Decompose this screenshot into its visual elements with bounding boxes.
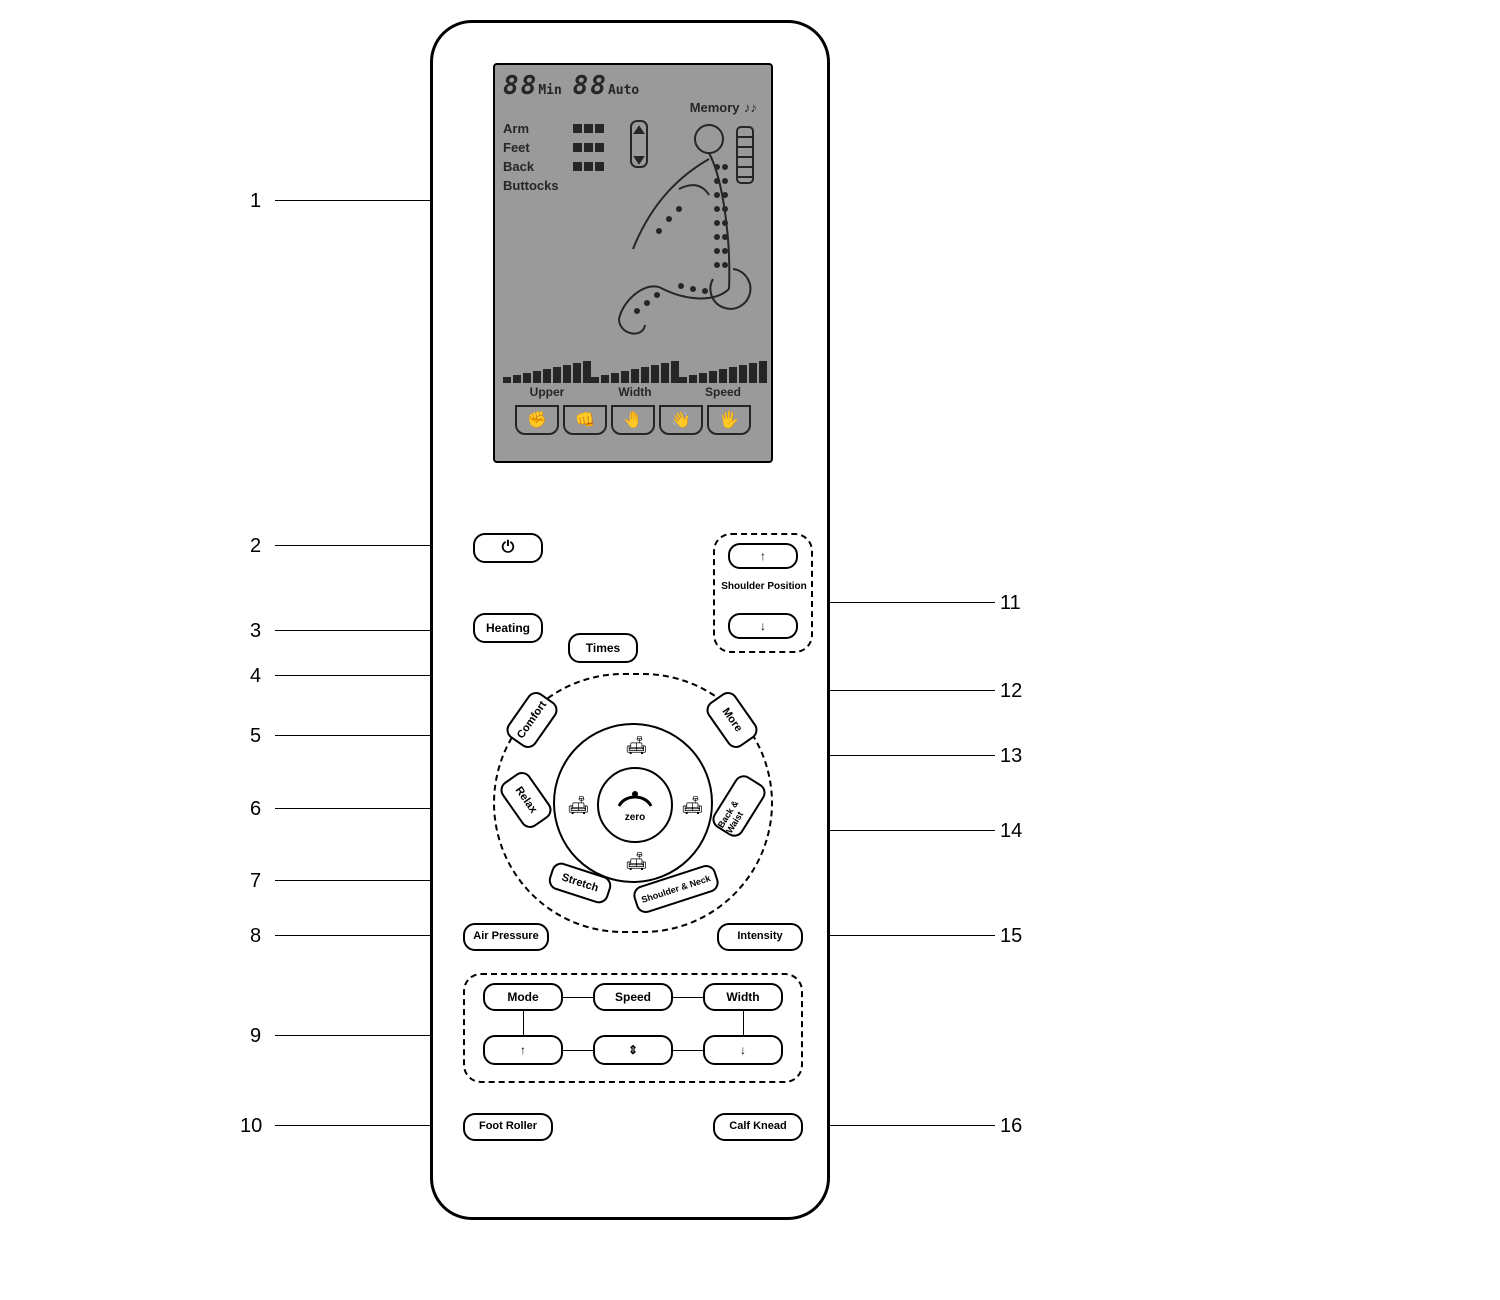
lcd-top-row: 88Min 88Auto	[503, 73, 763, 99]
manual-up-button[interactable]: ↑	[483, 1035, 563, 1065]
callout-13: 13	[1000, 745, 1022, 768]
lcd-bars-arm	[573, 124, 604, 133]
lcd-zone-buttocks: Buttocks	[503, 178, 567, 193]
callout-3: 3	[250, 620, 261, 643]
lcd-screen: 88Min 88Auto Memory ♪♪ Arm Feet Back But…	[493, 63, 773, 463]
heating-button[interactable]: Heating	[473, 613, 543, 643]
lcd-memory-row: Memory ♪♪	[503, 99, 763, 117]
callout-6: 6	[250, 798, 261, 821]
manual-roll-button[interactable]: ⇕	[593, 1035, 673, 1065]
shoulder-up-button[interactable]: ↑	[728, 543, 798, 569]
mode-speed-connector	[563, 997, 593, 998]
diagram-container: 1 2 3 4 5 6 7 8 9 10 11 12 13 14 15 16	[0, 0, 1500, 1300]
shiatsu-icon: 🤚	[611, 405, 655, 435]
remote-body: 88Min 88Auto Memory ♪♪ Arm Feet Back But…	[430, 20, 830, 1220]
width-vert-connector	[743, 1011, 744, 1035]
lcd-speed-label: Speed	[705, 385, 741, 399]
times-button[interactable]: Times	[568, 633, 638, 663]
up-roll-connector	[563, 1050, 593, 1051]
callout-2: 2	[250, 535, 261, 558]
lcd-width-label: Width	[618, 385, 651, 399]
mode-button[interactable]: Mode	[483, 983, 563, 1011]
roll-range-icon: ⇕	[628, 1044, 638, 1057]
knead-icon: ✊	[515, 405, 559, 435]
power-icon: ⏻	[502, 540, 515, 557]
callout-8: 8	[250, 925, 261, 948]
power-button[interactable]: ⏻	[473, 533, 543, 563]
callout-15: 15	[1000, 925, 1022, 948]
lcd-bars-back	[573, 162, 604, 171]
intensity-button[interactable]: Intensity	[717, 923, 803, 951]
recline-up-icon[interactable]: 🛋︎	[625, 735, 648, 756]
lcd-body-icon	[613, 119, 763, 349]
lcd-zone-arm: Arm	[503, 121, 567, 136]
lcd-bottom-panel: Upper Width Speed ✊ 👊 🤚 👋	[503, 361, 763, 453]
shoulder-down-button[interactable]: ↓	[728, 613, 798, 639]
lcd-stair-width: Width	[591, 361, 679, 399]
lcd-stair-upper: Upper	[503, 361, 591, 399]
recline-left-icon[interactable]: 🛋︎	[567, 795, 590, 816]
lcd-mode-icons: ✊ 👊 🤚 👋 🖐	[503, 405, 763, 435]
width-button[interactable]: Width	[703, 983, 783, 1011]
tap-icon: 👊	[563, 405, 607, 435]
arrow-up-icon: ↑	[520, 1044, 526, 1057]
zero-label: zero	[625, 812, 646, 823]
callout-12: 12	[1000, 680, 1022, 703]
callout-9: 9	[250, 1025, 261, 1048]
recline-down-icon[interactable]: 🛋︎	[625, 851, 648, 872]
lcd-zone-feet: Feet	[503, 140, 567, 155]
lcd-timer-digits: 88	[503, 71, 538, 101]
air-pressure-button[interactable]: Air Pressure	[463, 923, 549, 951]
arrow-down-icon: ↓	[740, 1044, 746, 1057]
zero-icon	[615, 788, 655, 812]
calf-knead-button[interactable]: Calf Knead	[713, 1113, 803, 1141]
lcd-upper-label: Upper	[530, 385, 565, 399]
callout-5: 5	[250, 725, 261, 748]
lcd-min-label: Min	[538, 83, 561, 98]
mode-vert-connector	[523, 1011, 524, 1035]
foot-roller-button[interactable]: Foot Roller	[463, 1113, 553, 1141]
lcd-auto-label: Auto	[608, 83, 639, 98]
callout-1: 1	[250, 190, 261, 213]
callout-14: 14	[1000, 820, 1022, 843]
lcd-stair-speed: Speed	[679, 361, 767, 399]
callout-11: 11	[1000, 592, 1021, 615]
roll-icon: 👋	[659, 405, 703, 435]
wave-icon: 🖐	[707, 405, 751, 435]
arrow-up-icon: ↑	[760, 550, 766, 563]
speed-button[interactable]: Speed	[593, 983, 673, 1011]
recline-right-icon[interactable]: 🛋︎	[681, 795, 704, 816]
arrow-down-icon: ↓	[760, 620, 766, 633]
callout-4: 4	[250, 665, 261, 688]
lcd-bars-feet	[573, 143, 604, 152]
callout-7: 7	[250, 870, 261, 893]
zero-gravity-button[interactable]: zero	[597, 767, 673, 843]
lcd-prog-digits: 88	[573, 71, 608, 101]
position-dpad: 🛋︎ 🛋︎ 🛋︎ 🛋︎ zero	[553, 723, 713, 883]
callout-10: 10	[240, 1115, 262, 1138]
speed-width-connector	[673, 997, 703, 998]
callout-16: 16	[1000, 1115, 1022, 1138]
lcd-memory-label: Memory	[690, 100, 740, 115]
lcd-zone-back: Back	[503, 159, 567, 174]
roll-down-connector	[673, 1050, 703, 1051]
music-icon: ♪♪	[744, 100, 757, 115]
manual-down-button[interactable]: ↓	[703, 1035, 783, 1065]
shoulder-position-label: Shoulder Position	[719, 581, 809, 592]
